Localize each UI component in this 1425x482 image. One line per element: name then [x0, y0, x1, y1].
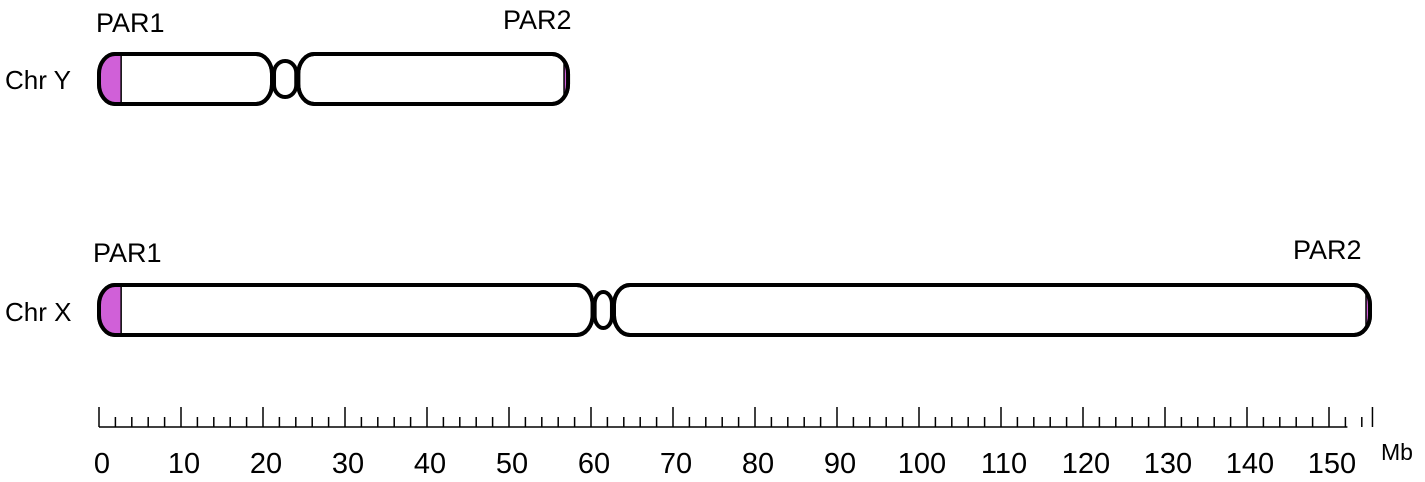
axis-unit-label: Mb — [1381, 439, 1413, 465]
chr-x-label: Chr X — [5, 297, 71, 327]
axis-tick-label: 0 — [94, 448, 110, 480]
chromosome-x: Chr X PAR1 PAR2 — [5, 235, 1372, 337]
chr-y-centromere — [272, 59, 299, 99]
chr-y-par1-label: PAR1 — [96, 8, 165, 38]
axis-tick-label: 110 — [981, 448, 1027, 480]
axis-tick-label: 10 — [168, 448, 200, 480]
chr-x-q-arm — [611, 283, 1372, 337]
chr-y-par2-label: PAR2 — [503, 5, 572, 35]
axis-tick-label: 90 — [824, 448, 856, 480]
scale-axis: Mb 0 10 20 30 40 50 60 70 80 90 100 110 120 130 140 150 — [94, 407, 1413, 480]
chr-x-p-arm — [97, 283, 595, 337]
axis-tick-label: 30 — [332, 448, 364, 480]
chr-y-p-arm — [97, 52, 275, 106]
chr-y-par1-region — [99, 54, 122, 104]
chr-y-q-arm — [296, 52, 571, 106]
axis-tick-label: 120 — [1062, 448, 1110, 480]
axis-tick-label: 60 — [578, 448, 610, 480]
axis-tick-label: 50 — [496, 448, 528, 480]
axis-tick-label: 100 — [898, 448, 946, 480]
chr-x-centromere — [592, 290, 614, 330]
axis-tick-label: 40 — [414, 448, 446, 480]
axis-tick-label: 80 — [742, 448, 774, 480]
chr-x-par2-label: PAR2 — [1293, 235, 1362, 265]
chr-y-label: Chr Y — [5, 65, 71, 95]
axis-tick-label: 70 — [660, 448, 692, 480]
axis-tick-label: 130 — [1144, 448, 1192, 480]
chr-x-par1-region — [99, 285, 122, 335]
axis-tick-label: 150 — [1308, 448, 1356, 480]
axis-tick-label: 140 — [1226, 448, 1274, 480]
axis-tick-label: 20 — [250, 448, 282, 480]
chromosome-y: Chr Y PAR1 PAR2 — [5, 5, 572, 106]
chr-x-par1-label: PAR1 — [93, 238, 162, 268]
